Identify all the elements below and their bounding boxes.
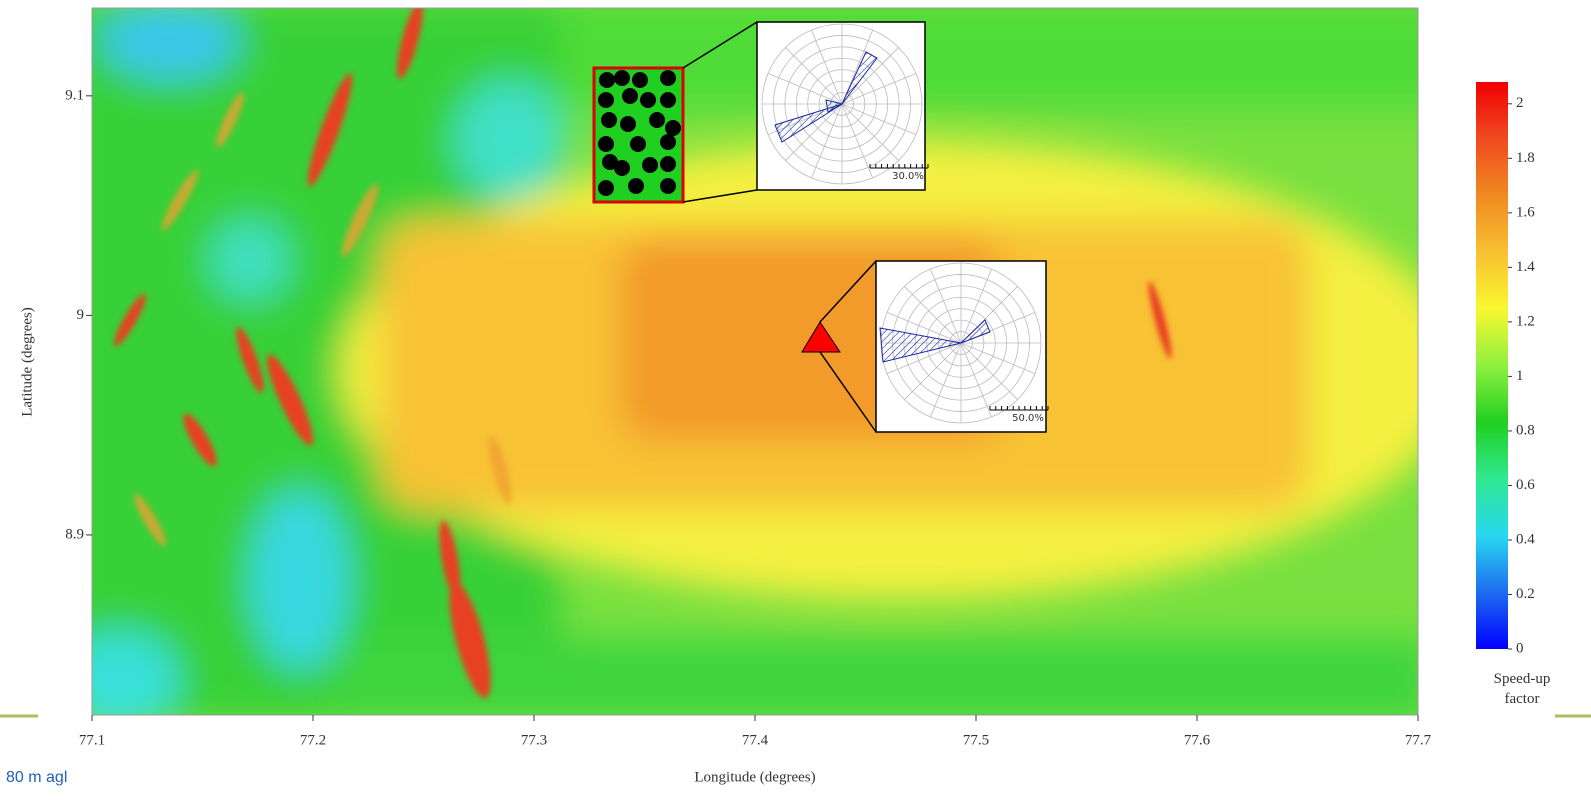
colorbar-tick-label: 1.2 bbox=[1516, 313, 1535, 329]
page: 30.0% 50.0% Speed-upfactor Longitude (de… bbox=[0, 0, 1591, 809]
y-axis-label: Latitude (degrees) bbox=[19, 307, 35, 417]
colorbar-tick-label: 0.6 bbox=[1516, 477, 1535, 493]
wind-rose-1: 30.0% bbox=[757, 22, 928, 190]
scale-label: 50.0% bbox=[1012, 413, 1044, 424]
colorbar-tick-label: 1 bbox=[1516, 368, 1524, 384]
colorbar-tick-label: 0.8 bbox=[1516, 422, 1535, 438]
colorbar bbox=[1476, 82, 1508, 649]
x-axis-label: Longitude (degrees) bbox=[694, 769, 815, 785]
footnote: 80 m agl bbox=[6, 769, 67, 786]
colorbar-tick-label: 2 bbox=[1516, 95, 1524, 111]
colorbar-tick-label: 0.4 bbox=[1516, 531, 1535, 547]
y-tick-label: 9 bbox=[77, 307, 85, 323]
x-tick-label: 77.5 bbox=[963, 732, 989, 748]
x-tick-label: 77.3 bbox=[521, 732, 547, 748]
wind-rose-2: 50.0% bbox=[876, 261, 1048, 432]
x-tick-label: 77.4 bbox=[742, 732, 769, 748]
y-tick-label: 9.1 bbox=[65, 87, 84, 103]
colorbar-tick-label: 1.4 bbox=[1516, 259, 1535, 275]
colorbar-tick-label: 1.8 bbox=[1516, 150, 1535, 166]
wind-farm bbox=[594, 68, 683, 202]
scale-label: 30.0% bbox=[892, 171, 924, 182]
colorbar-tick-label: 0 bbox=[1516, 640, 1524, 656]
colorbar-tick-label: 0.2 bbox=[1516, 586, 1535, 602]
chart: 30.0% 50.0% Speed-upfactor Longitude (de… bbox=[0, 0, 1591, 804]
x-tick-label: 77.6 bbox=[1184, 732, 1211, 748]
x-tick-label: 77.1 bbox=[79, 732, 105, 748]
y-tick-label: 8.9 bbox=[65, 526, 84, 542]
x-tick-label: 77.2 bbox=[300, 732, 326, 748]
x-tick-label: 77.7 bbox=[1405, 732, 1432, 748]
colorbar-tick-label: 1.6 bbox=[1516, 204, 1535, 220]
